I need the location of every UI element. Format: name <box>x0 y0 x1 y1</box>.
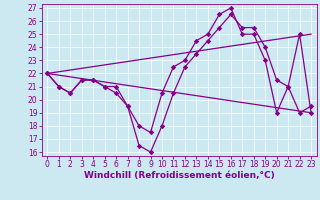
X-axis label: Windchill (Refroidissement éolien,°C): Windchill (Refroidissement éolien,°C) <box>84 171 275 180</box>
